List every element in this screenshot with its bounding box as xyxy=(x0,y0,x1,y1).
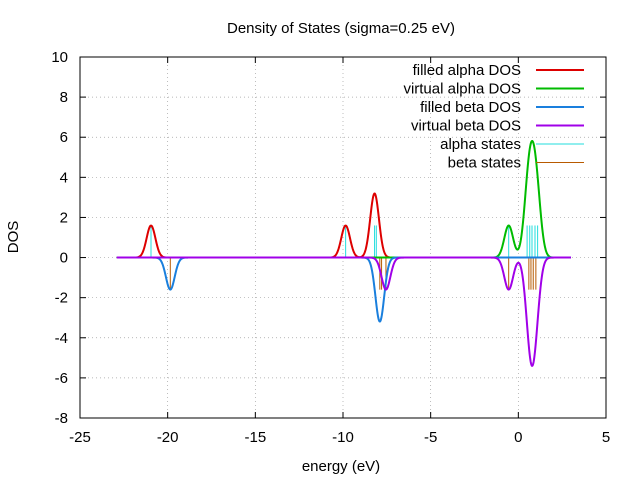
y-tick-label: 0 xyxy=(60,250,68,267)
x-tick-label: -20 xyxy=(157,429,179,446)
y-axis-label: DOS xyxy=(5,221,22,254)
y-tick-label: 6 xyxy=(60,129,68,146)
x-tick-label: 5 xyxy=(602,429,610,446)
y-tick-label: -8 xyxy=(55,410,68,427)
x-tick-label: -25 xyxy=(69,429,91,446)
y-tick-label: 4 xyxy=(60,169,68,186)
x-tick-label: -5 xyxy=(424,429,437,446)
x-axis-label: energy (eV) xyxy=(302,458,380,475)
y-tick-label: 10 xyxy=(51,49,68,66)
legend-label: alpha states xyxy=(440,136,521,153)
y-tick-label: -6 xyxy=(55,370,68,387)
y-tick-label: -4 xyxy=(55,330,68,347)
y-tick-label: 8 xyxy=(60,89,68,106)
series-line xyxy=(116,256,571,367)
legend-label: filled alpha DOS xyxy=(413,62,521,79)
x-tick-label: 0 xyxy=(514,429,522,446)
y-tick-label: 2 xyxy=(60,209,68,226)
grid xyxy=(80,57,606,418)
dos-curves xyxy=(116,139,571,367)
legend-label: beta states xyxy=(448,155,521,172)
legend-label: virtual beta DOS xyxy=(411,118,521,135)
x-tick-label: -15 xyxy=(244,429,266,446)
chart-title: Density of States (sigma=0.25 eV) xyxy=(227,20,455,37)
y-tick-label: -2 xyxy=(55,290,68,307)
legend-label: virtual alpha DOS xyxy=(403,81,521,98)
legend-label: filled beta DOS xyxy=(420,99,521,116)
x-tick-label: -10 xyxy=(332,429,354,446)
legend: filled alpha DOS virtual alpha DOSfilled … xyxy=(403,62,584,172)
